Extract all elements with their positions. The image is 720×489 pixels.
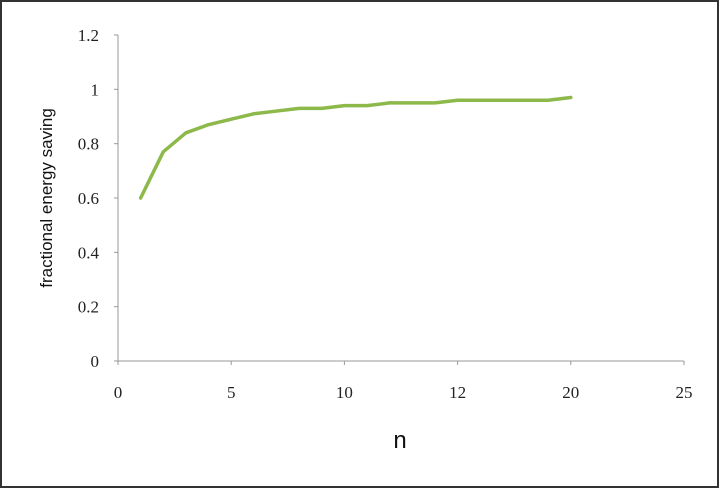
x-tick-label: 5 — [227, 383, 236, 402]
y-tick-label: 1.2 — [78, 26, 99, 45]
y-tick-label: 0.2 — [78, 298, 99, 317]
x-tick-label: 20 — [562, 383, 579, 402]
x-tick-label: 10 — [336, 383, 353, 402]
x-axis-title: n — [393, 427, 406, 454]
y-tick-label: 0.4 — [78, 243, 100, 262]
x-tick-label: 25 — [676, 383, 693, 402]
y-tick-label: 0 — [91, 352, 100, 371]
y-tick-label: 0.6 — [78, 189, 99, 208]
y-tick-label: 0.8 — [78, 135, 99, 154]
line — [138, 95, 573, 200]
y-axis-title: fractional energy saving — [37, 108, 56, 288]
y-tick-label: 1 — [91, 80, 100, 99]
x-tick-label: 12 — [449, 383, 466, 402]
x-tick-label: 0 — [114, 383, 123, 402]
